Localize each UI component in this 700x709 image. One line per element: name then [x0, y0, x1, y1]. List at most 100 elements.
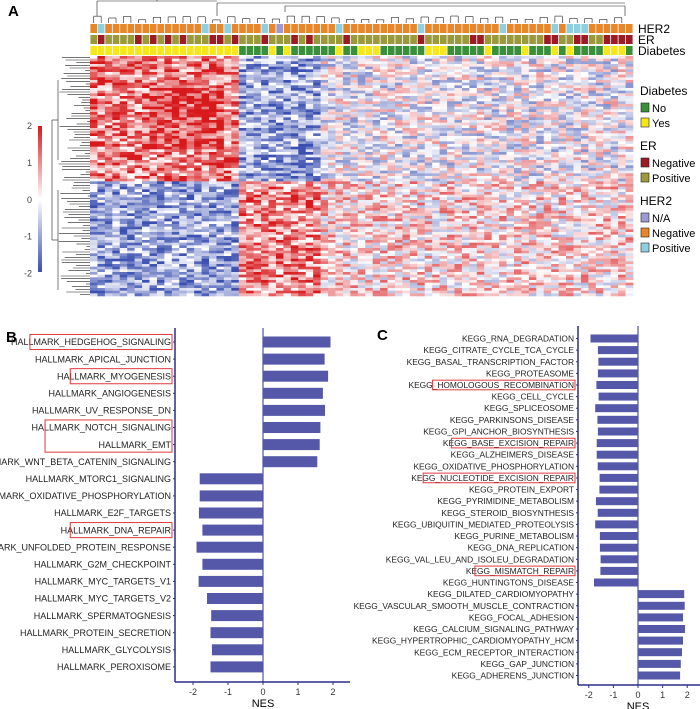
heatmap-cell: [253, 66, 262, 70]
heatmap-cell: [186, 208, 195, 211]
heatmap-cell: [238, 66, 247, 70]
heatmap-cell: [342, 184, 351, 187]
heatmap-cell: [104, 144, 113, 147]
heatmap-cell: [454, 141, 463, 145]
heatmap-cell: [246, 74, 254, 78]
heatmap-cell: [491, 165, 500, 169]
heatmap-cell: [171, 117, 180, 121]
heatmap-cell: [104, 136, 113, 139]
heatmap-cell: [387, 181, 396, 185]
heatmap-cell: [171, 112, 180, 115]
panel-label-a: A: [8, 3, 19, 20]
heatmap-cell: [357, 101, 366, 105]
heatmap-cell: [186, 90, 195, 94]
heatmap-cell: [313, 218, 321, 222]
heatmap-cell: [432, 221, 440, 225]
heatmap-cell: [261, 205, 269, 209]
heatmap-cell: [447, 216, 455, 219]
heatmap-cell: [328, 170, 336, 174]
heatmap-cell: [521, 232, 530, 235]
heatmap-cell: [394, 58, 403, 62]
heatmap-cell: [491, 216, 500, 219]
heatmap-cell: [439, 56, 448, 59]
heatmap-cell: [253, 176, 262, 179]
heatmap-cell: [194, 205, 202, 209]
heatmap-cell: [112, 130, 121, 134]
heatmap-cell: [521, 149, 530, 153]
heatmap-cell: [484, 141, 492, 145]
heatmap-cell: [246, 208, 254, 211]
heatmap-cell: [223, 136, 232, 139]
heatmap-cell: [454, 184, 463, 187]
heatmap-cell: [179, 205, 187, 209]
heatmap-cell: [156, 146, 165, 150]
heatmap-cell: [625, 88, 634, 91]
heatmap-cell: [409, 117, 418, 121]
heatmap-cell: [357, 61, 366, 65]
heatmap-cell: [275, 88, 284, 91]
heatmap-cell: [610, 56, 619, 59]
heatmap-cell: [216, 120, 225, 123]
heatmap-cell: [521, 72, 530, 75]
heatmap-cell: [461, 205, 470, 209]
heatmap-cell: [573, 221, 582, 225]
heatmap-cell: [283, 104, 292, 107]
heatmap-cell: [417, 117, 426, 121]
heatmap-cell: [484, 226, 492, 230]
heatmap-cell: [223, 194, 232, 198]
heatmap-cell: [342, 93, 351, 97]
heatmap-cell: [313, 184, 321, 187]
heatmap-cell: [394, 202, 403, 206]
heatmap-cell: [335, 133, 344, 137]
heatmap-cell: [603, 64, 611, 67]
heatmap-cell: [209, 96, 217, 99]
heatmap-cell: [268, 120, 277, 123]
heatmap-cell: [447, 173, 455, 177]
heatmap-cell: [149, 237, 158, 241]
heatmap-cell: [112, 72, 121, 75]
heatmap-cell: [313, 104, 321, 107]
heatmap-cell: [231, 98, 240, 102]
heatmap-cell: [238, 133, 247, 137]
heatmap-cell: [491, 184, 500, 187]
heatmap-cell: [566, 133, 574, 137]
heatmap-cell: [194, 224, 202, 227]
heatmap-cell: [625, 133, 634, 137]
heatmap-cell: [461, 122, 470, 126]
heatmap-cell: [491, 96, 500, 99]
heatmap-cell: [499, 98, 507, 102]
heatmap-cell: [268, 173, 277, 177]
heatmap-cell: [543, 192, 552, 195]
heatmap-cell: [566, 125, 574, 129]
heatmap-cell: [476, 160, 485, 163]
heatmap-cell: [566, 210, 574, 214]
heatmap-cell: [394, 213, 403, 217]
heatmap-cell: [424, 96, 433, 99]
heatmap-cell: [268, 109, 277, 113]
heatmap-cell: [119, 125, 128, 129]
heatmap-cell: [134, 58, 143, 62]
heatmap-cell: [305, 200, 314, 203]
heatmap-cell: [394, 72, 403, 75]
heatmap-cell: [97, 226, 106, 230]
heatmap-cell: [380, 218, 388, 222]
heatmap-cell: [149, 170, 158, 174]
heatmap-cell: [246, 122, 254, 126]
heatmap-cell: [216, 202, 225, 206]
heatmap-cell: [142, 125, 150, 129]
heatmap-cell: [402, 90, 411, 94]
heatmap-cell: [387, 221, 396, 225]
heatmap-cell: [573, 77, 582, 81]
heatmap-cell: [275, 109, 284, 113]
heatmap-cell: [528, 125, 537, 129]
heatmap-cell: [305, 72, 314, 75]
heatmap-cell: [618, 90, 626, 94]
heatmap-cell: [275, 181, 284, 185]
heatmap-cell: [305, 221, 314, 225]
heatmap-cell: [186, 205, 195, 209]
heatmap-cell: [372, 226, 381, 230]
heatmap-cell: [536, 208, 545, 211]
heatmap-cell: [342, 120, 351, 123]
heatmap-cell: [625, 117, 634, 121]
heatmap-cell: [261, 181, 269, 185]
